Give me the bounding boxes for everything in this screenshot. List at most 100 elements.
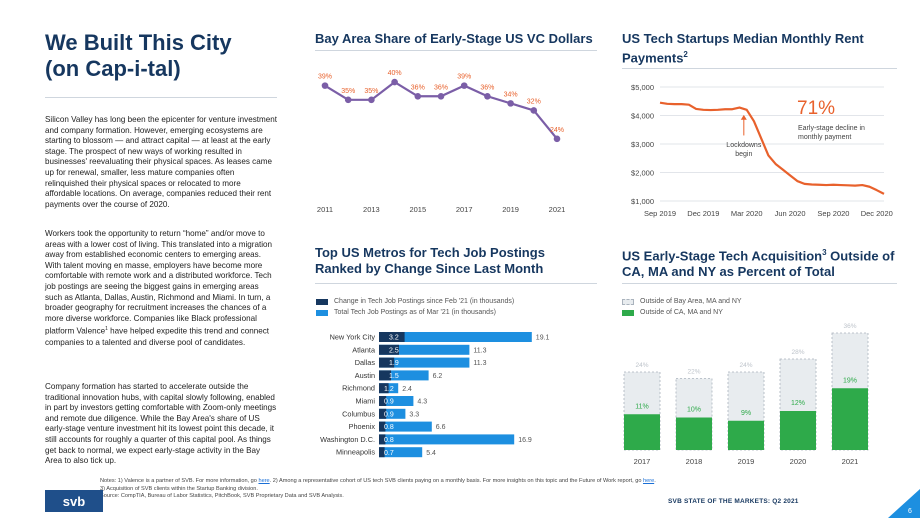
metro-label-5: Miami bbox=[356, 397, 376, 406]
metro-change-bar-0 bbox=[379, 332, 405, 342]
metro-total-label-7: 6.6 bbox=[436, 424, 446, 431]
metro-label-3: Austin bbox=[355, 371, 375, 380]
acq-x-tick-2017: 2017 bbox=[634, 457, 651, 466]
metro-change-bar-1 bbox=[379, 344, 399, 355]
notes-line3: Source: CompTIA, Bureau of Labor Statist… bbox=[100, 493, 344, 500]
bay-area-point-2018 bbox=[484, 92, 491, 100]
title-divider bbox=[45, 97, 277, 98]
rent-x-tick-5: Dec 2020 bbox=[861, 209, 893, 218]
paragraph-3: Company formation has started to acceler… bbox=[45, 382, 277, 466]
acq-inner-label-2021: 19% bbox=[843, 377, 857, 384]
legend-label-total: Total Tech Job Postings as of Mar '21 (i… bbox=[334, 309, 496, 316]
chart-metros-title-line1: Top US Metros for Tech Job Postings bbox=[315, 245, 545, 260]
acq-x-tick-2020: 2020 bbox=[790, 457, 807, 466]
chart-metros-title-line2: Ranked by Change Since Last Month bbox=[315, 261, 544, 276]
acq-outer-label-2018: 22% bbox=[687, 369, 700, 376]
chart-rent-payments: $5,000 $4,000 $3,000 $2,000 $1,000 Sep 2019 De… bbox=[631, 83, 893, 218]
rent-x-tick-1: Dec 2019 bbox=[687, 209, 719, 218]
metro-total-label-3: 6.2 bbox=[433, 373, 443, 380]
acq-x-tick-2018: 2018 bbox=[686, 457, 703, 466]
legend-swatch-change bbox=[316, 298, 328, 305]
bay-area-label-2015: 36% bbox=[411, 84, 425, 91]
legend-swatch-outside-ca bbox=[622, 309, 634, 316]
page-title-line1: We Built This City bbox=[45, 30, 232, 55]
notes-link-future-of-work[interactable]: here bbox=[642, 478, 655, 484]
bay-area-label-2019: 34% bbox=[504, 91, 518, 98]
bay-area-label-2020: 32% bbox=[527, 98, 541, 105]
rent-decline-percent: 71% bbox=[797, 98, 835, 119]
page-corner-triangle bbox=[888, 489, 920, 518]
metro-label-0: New York City bbox=[330, 333, 376, 342]
metro-change-label-7: 0.8 bbox=[384, 424, 394, 431]
svb-logo: svb bbox=[45, 490, 103, 512]
paragraph-2-part1: Workers took the opportunity to return “… bbox=[45, 229, 273, 337]
lockdown-label-line1: Lockdowns bbox=[726, 142, 762, 149]
chart-acquisition-title-line2: CA, MA and NY as Percent of Total bbox=[622, 264, 835, 280]
page-number: 6 bbox=[908, 508, 912, 515]
rent-decline-label-line2: monthly payment bbox=[798, 134, 851, 141]
metro-total-label-8: 16.9 bbox=[518, 437, 532, 444]
acq-outer-label-2021: 36% bbox=[843, 323, 856, 330]
acq-inner-bar-2020 bbox=[780, 411, 816, 450]
metro-total-label-0: 19.1 bbox=[536, 335, 550, 342]
bay-area-point-2019 bbox=[507, 100, 514, 107]
rent-x-tick-0: Sep 2019 bbox=[644, 209, 676, 218]
chart-acquisition-divider bbox=[622, 283, 897, 284]
footer-brand: SVB STATE OF THE MARKETS: Q2 2021 bbox=[668, 498, 799, 505]
legend-swatch-total bbox=[316, 309, 328, 316]
bay-area-point-2012 bbox=[344, 96, 352, 104]
bay-area-label-2011: 39% bbox=[318, 74, 332, 81]
metro-total-bar-1 bbox=[379, 344, 470, 355]
metro-change-label-4: 1.2 bbox=[384, 386, 394, 393]
acq-inner-bar-2021 bbox=[832, 388, 868, 450]
chart-acquisition-title: US Early-Stage Tech Acquisition3 Outside… bbox=[622, 245, 912, 280]
notes-link-valence[interactable]: here bbox=[258, 478, 270, 484]
legend-label-change: Change in Tech Job Postings since Feb '2… bbox=[334, 298, 515, 305]
rent-y-tick-1: $4,000 bbox=[631, 112, 654, 121]
bay-area-x-tick-2017: 2017 bbox=[456, 205, 473, 214]
metro-change-bar-3 bbox=[379, 370, 391, 381]
chart-metros: New York City 3.2 19.1 Atlanta 2.5 11.3 Dallas… bbox=[320, 332, 550, 458]
rent-y-tick-2: $3,000 bbox=[631, 140, 654, 149]
metro-change-label-6: 0.9 bbox=[384, 411, 394, 418]
chart-bay-area-divider bbox=[315, 50, 597, 51]
acq-outer-label-2020: 28% bbox=[791, 349, 804, 356]
bay-area-label-2016: 36% bbox=[434, 84, 448, 91]
chart-acquisition-title-footnote: 3 bbox=[822, 248, 827, 257]
metro-total-label-4: 2.4 bbox=[402, 386, 412, 393]
legend-label-outside-ca: Outside of CA, MA and NY bbox=[640, 309, 723, 316]
acq-inner-label-2019: 9% bbox=[741, 410, 751, 417]
acq-inner-label-2018: 10% bbox=[687, 407, 701, 414]
acq-x-tick-2019: 2019 bbox=[738, 457, 755, 466]
rent-y-tick-4: $1,000 bbox=[631, 197, 654, 206]
bay-area-label-2013: 35% bbox=[364, 88, 378, 95]
notes-line1: Notes: 1) Valence is a partner of SVB. F… bbox=[100, 478, 750, 486]
acq-outer-label-2019: 24% bbox=[739, 362, 752, 369]
chart-rent-title-text: US Tech Startups Median Monthly Rent Pay… bbox=[622, 31, 864, 66]
metro-change-bar-8 bbox=[379, 434, 386, 445]
bay-area-label-2018: 36% bbox=[480, 84, 494, 91]
rent-x-tick-4: Sep 2020 bbox=[817, 209, 849, 218]
metro-total-bar-9 bbox=[379, 447, 423, 458]
chart-metros-divider bbox=[315, 283, 597, 284]
metro-change-bar-5 bbox=[379, 396, 387, 406]
metro-label-9: Minneapolis bbox=[336, 448, 375, 457]
bay-area-label-2014: 40% bbox=[388, 70, 402, 77]
rent-x-tick-2: Mar 2020 bbox=[731, 209, 763, 218]
chart-acquisition: 24% 11% 2017 22% 10% 2018 24% 9% 2019 28% 12% 2020 3… bbox=[623, 323, 869, 466]
paragraph-2-part2: have helped expedite this trend and conn… bbox=[45, 327, 270, 347]
paragraph-1: Silicon Valley has long been the epicent… bbox=[45, 115, 278, 209]
lockdown-label-line2: begin bbox=[735, 151, 752, 158]
chart-metros-legend: Change in Tech Job Postings since Feb '2… bbox=[316, 296, 514, 318]
metro-total-label-6: 3.3 bbox=[409, 411, 419, 418]
chart-bay-area-title: Bay Area Share of Early-Stage US VC Doll… bbox=[315, 31, 593, 46]
metro-total-bar-6 bbox=[379, 408, 406, 419]
bay-area-x-tick-2011: 2011 bbox=[317, 205, 333, 214]
notes-line1-b: . 2) Among a representative cohort of US… bbox=[269, 478, 643, 484]
chart-acquisition-legend: Outside of Bay Area, MA and NY Outside o… bbox=[622, 296, 742, 318]
chart-acquisition-title-line1: US Early-Stage Tech Acquisition3 Outside… bbox=[622, 245, 912, 264]
bay-area-point-2011 bbox=[321, 82, 329, 89]
acq-outer-label-2017: 24% bbox=[635, 362, 648, 369]
notes: Notes: 1) Valence is a partner of SVB. F… bbox=[100, 478, 750, 501]
rent-y-tick-3: $2,000 bbox=[631, 169, 654, 178]
